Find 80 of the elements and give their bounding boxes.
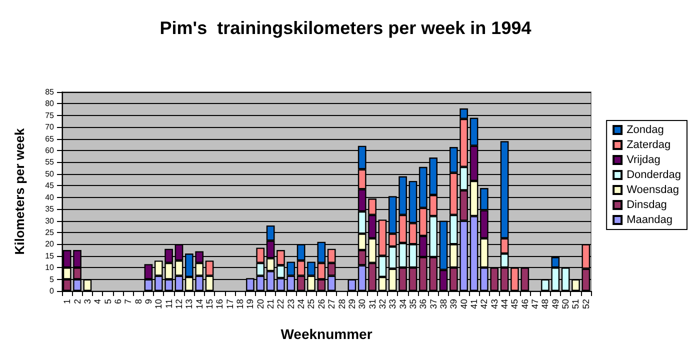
x-tick-label: 7 bbox=[123, 299, 134, 304]
x-axis-title: Weeknummer bbox=[280, 326, 373, 342]
x-tick-label: 16 bbox=[214, 299, 225, 310]
y-tick-label: 55 bbox=[45, 158, 55, 167]
y-tick-label: 45 bbox=[45, 181, 55, 190]
x-tick-label: 27 bbox=[326, 299, 337, 310]
y-tick-label: 65 bbox=[45, 134, 55, 144]
x-tick-label: 28 bbox=[336, 299, 347, 310]
x-tick-label: 2 bbox=[72, 299, 82, 304]
y-tick-label: 75 bbox=[45, 110, 55, 120]
x-tick-label: 25 bbox=[306, 299, 316, 310]
y-tick-label: 20 bbox=[45, 240, 55, 249]
x-tick-label: 40 bbox=[458, 299, 469, 310]
x-tick-label: 43 bbox=[489, 299, 500, 310]
x-tick-label: 46 bbox=[520, 299, 530, 310]
x-tick-label: 13 bbox=[184, 299, 194, 310]
x-tick-label: 50 bbox=[560, 299, 571, 310]
x-tick-label: 18 bbox=[235, 299, 246, 310]
x-tick-label: 10 bbox=[154, 299, 164, 310]
x-tick-label: 12 bbox=[174, 299, 184, 310]
x-tick-label: 11 bbox=[164, 299, 174, 308]
y-tick-label: 85 bbox=[45, 88, 55, 96]
y-tick-label: 50 bbox=[45, 169, 55, 178]
x-tick-label: 30 bbox=[357, 299, 368, 310]
legend-label: Donderdag bbox=[626, 169, 682, 181]
x-tick-label: 14 bbox=[194, 299, 204, 310]
x-tick-label: 31 bbox=[367, 299, 378, 310]
chart-title: Pim's trainingskilometers per week in 1994 bbox=[160, 18, 532, 38]
x-tick-label: 35 bbox=[408, 299, 418, 310]
x-tick-label: 44 bbox=[500, 299, 510, 310]
x-tick-label: 45 bbox=[510, 299, 520, 310]
x-tick-label: 15 bbox=[204, 299, 215, 310]
y-tick-label: 25 bbox=[45, 228, 55, 237]
x-tick-label: 23 bbox=[286, 299, 296, 310]
x-tick-label: 22 bbox=[276, 299, 286, 310]
x-tick-label: 34 bbox=[398, 299, 408, 310]
y-tick-label: 0 bbox=[50, 286, 55, 296]
x-tick-label: 8 bbox=[133, 299, 144, 304]
y-tick-label: 15 bbox=[45, 251, 55, 260]
x-tick-label: 48 bbox=[540, 299, 550, 310]
y-tick-label: 80 bbox=[45, 99, 55, 108]
x-tick-label: 38 bbox=[438, 299, 448, 310]
y-tick-label: 10 bbox=[45, 263, 55, 272]
x-tick-label: 41 bbox=[469, 299, 480, 310]
x-tick-label: 42 bbox=[479, 299, 490, 310]
x-tick-label: 36 bbox=[418, 299, 428, 310]
x-tick-label: 20 bbox=[255, 299, 266, 310]
legend-label: Woensdag bbox=[626, 184, 679, 196]
x-tick-label: 9 bbox=[143, 299, 154, 304]
legend-label: Dinsdag bbox=[626, 199, 667, 211]
x-tick-label: 17 bbox=[224, 299, 235, 310]
x-tick-label: 52 bbox=[580, 299, 591, 310]
x-tick-label: 33 bbox=[388, 299, 398, 310]
x-tick-label: 37 bbox=[428, 299, 438, 310]
x-tick-label: 29 bbox=[346, 299, 357, 310]
y-tick-label: 70 bbox=[45, 122, 55, 132]
x-tick-label: 51 bbox=[570, 299, 581, 310]
x-tick-label: 1 bbox=[62, 299, 72, 304]
y-tick-label: 60 bbox=[45, 146, 55, 156]
x-tick-label: 19 bbox=[245, 299, 256, 310]
legend-label: Vrijdag bbox=[626, 154, 660, 166]
y-tick-label: 35 bbox=[45, 204, 55, 214]
x-tick-label: 6 bbox=[112, 299, 123, 304]
x-tick-label: 26 bbox=[316, 299, 326, 310]
x-tick-label: 4 bbox=[92, 299, 103, 304]
y-axis-title: Kilometers per week bbox=[12, 128, 27, 255]
y-tick-label: 40 bbox=[45, 192, 55, 202]
x-tick-label: 39 bbox=[448, 299, 459, 310]
x-tick-label: 5 bbox=[102, 299, 113, 304]
y-tick-label: 30 bbox=[45, 216, 55, 226]
legend-label: Zaterdag bbox=[626, 139, 671, 151]
y-tick-label: 5 bbox=[50, 274, 55, 284]
x-tick-label: 49 bbox=[550, 299, 560, 310]
x-tick-label: 47 bbox=[530, 299, 540, 310]
x-tick-label: 3 bbox=[82, 299, 92, 304]
legend-label: Zondag bbox=[626, 124, 664, 136]
x-tick-label: 32 bbox=[377, 299, 388, 310]
x-tick-label: 21 bbox=[266, 299, 276, 310]
x-tick-label: 24 bbox=[296, 299, 306, 310]
legend-label: Maandag bbox=[626, 214, 672, 226]
